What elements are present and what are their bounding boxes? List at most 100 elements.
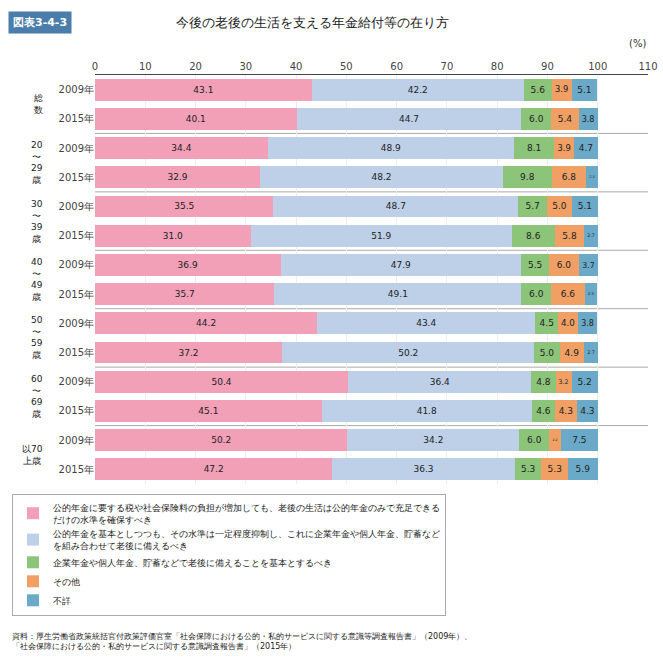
svg-text:50.2: 50.2 bbox=[211, 435, 231, 445]
svg-text:3.7: 3.7 bbox=[582, 261, 595, 270]
svg-text:6.0: 6.0 bbox=[557, 260, 572, 270]
svg-text:20: 20 bbox=[189, 61, 202, 72]
svg-text:34.2: 34.2 bbox=[423, 435, 443, 445]
svg-text:4.7: 4.7 bbox=[579, 143, 593, 153]
svg-text:2009年: 2009年 bbox=[59, 435, 94, 446]
svg-text:48.7: 48.7 bbox=[386, 201, 406, 211]
svg-text:4.3: 4.3 bbox=[580, 406, 594, 416]
svg-text:2009年: 2009年 bbox=[59, 143, 94, 154]
svg-text:47.9: 47.9 bbox=[391, 260, 411, 270]
svg-text:2.5: 2.5 bbox=[588, 291, 595, 296]
svg-text:42.2: 42.2 bbox=[408, 85, 428, 95]
svg-text:43.1: 43.1 bbox=[193, 85, 213, 95]
svg-text:2.7: 2.7 bbox=[587, 233, 595, 238]
svg-text:総数: 総数 bbox=[33, 93, 43, 115]
svg-text:5.6: 5.6 bbox=[531, 85, 546, 95]
svg-text:2009年: 2009年 bbox=[59, 201, 94, 212]
svg-text:5.2: 5.2 bbox=[577, 377, 591, 387]
svg-text:80: 80 bbox=[491, 61, 504, 72]
svg-text:5.0: 5.0 bbox=[552, 201, 567, 211]
svg-text:2009年: 2009年 bbox=[59, 259, 94, 270]
svg-text:4.8: 4.8 bbox=[536, 377, 551, 387]
svg-text:3.8: 3.8 bbox=[582, 114, 595, 124]
svg-text:36.4: 36.4 bbox=[430, 377, 450, 387]
svg-text:2015年: 2015年 bbox=[59, 172, 94, 183]
svg-text:不詳: 不詳 bbox=[53, 596, 71, 606]
svg-text:5.1: 5.1 bbox=[578, 201, 592, 211]
svg-text:5.3: 5.3 bbox=[548, 464, 562, 474]
svg-text:8.1: 8.1 bbox=[527, 143, 541, 153]
svg-text:40〜49歳: 40〜49歳 bbox=[31, 257, 43, 302]
svg-text:40.1: 40.1 bbox=[186, 114, 206, 124]
svg-text:44.2: 44.2 bbox=[196, 318, 216, 328]
svg-text:36.9: 36.9 bbox=[178, 260, 198, 270]
svg-text:5.4: 5.4 bbox=[558, 114, 573, 124]
svg-text:30〜39歳: 30〜39歳 bbox=[31, 199, 43, 244]
svg-text:(%): (%) bbox=[629, 38, 646, 49]
svg-text:9.8: 9.8 bbox=[520, 172, 535, 182]
svg-text:37.2: 37.2 bbox=[178, 348, 198, 358]
svg-text:4.0: 4.0 bbox=[561, 318, 575, 328]
svg-text:企業年金や個人年金、貯蓄などで老後に備えることを基本とするべ: 企業年金や個人年金、貯蓄などで老後に備えることを基本とするべき bbox=[53, 558, 332, 568]
svg-text:4.5: 4.5 bbox=[540, 318, 554, 328]
svg-text:3.2: 3.2 bbox=[559, 378, 569, 385]
svg-text:公的年金を基本としつつも、その水準は一定程度抑制し、これに企: 公的年金を基本としつつも、その水準は一定程度抑制し、これに企業年金や個人年金、貯… bbox=[53, 529, 440, 551]
svg-text:2009年: 2009年 bbox=[59, 318, 94, 329]
svg-text:40: 40 bbox=[290, 61, 303, 72]
svg-text:32.9: 32.9 bbox=[168, 172, 188, 182]
svg-text:41.8: 41.8 bbox=[417, 406, 437, 416]
svg-text:2015年: 2015年 bbox=[59, 347, 94, 358]
svg-text:100: 100 bbox=[588, 61, 607, 72]
svg-text:その他: その他 bbox=[53, 577, 80, 587]
svg-text:8.6: 8.6 bbox=[526, 231, 541, 241]
svg-text:70: 70 bbox=[441, 61, 454, 72]
svg-text:2.3: 2.3 bbox=[589, 175, 595, 179]
svg-text:5.1: 5.1 bbox=[577, 85, 591, 95]
svg-text:2015年: 2015年 bbox=[59, 230, 94, 241]
svg-text:50.4: 50.4 bbox=[212, 377, 232, 387]
svg-text:90: 90 bbox=[541, 61, 554, 72]
svg-text:10: 10 bbox=[139, 61, 152, 72]
svg-text:60〜69歳: 60〜69歳 bbox=[31, 374, 43, 419]
svg-text:6.0: 6.0 bbox=[529, 289, 544, 299]
svg-text:48.9: 48.9 bbox=[381, 143, 401, 153]
svg-text:公的年金に要する税や社会保険料の負担が増加しても、老後の生活: 公的年金に要する税や社会保険料の負担が増加しても、老後の生活は公的年金のみで充足… bbox=[53, 503, 440, 525]
svg-text:2.2: 2.2 bbox=[552, 438, 557, 442]
svg-text:110: 110 bbox=[638, 61, 657, 72]
svg-text:34.4: 34.4 bbox=[171, 143, 191, 153]
svg-text:4.9: 4.9 bbox=[565, 348, 580, 358]
svg-text:6.0: 6.0 bbox=[529, 114, 544, 124]
svg-text:資料：厚生労働省政策統括官付政策評価官室「社会保障における公: 資料：厚生労働省政策統括官付政策評価官室「社会保障における公的・私的サービスに関… bbox=[12, 632, 472, 651]
svg-text:5.9: 5.9 bbox=[576, 464, 591, 474]
svg-text:2009年: 2009年 bbox=[59, 376, 94, 387]
svg-text:3.8: 3.8 bbox=[581, 318, 594, 328]
svg-text:31.0: 31.0 bbox=[163, 231, 183, 241]
svg-text:7.5: 7.5 bbox=[572, 435, 586, 445]
svg-text:36.3: 36.3 bbox=[414, 464, 434, 474]
svg-text:5.3: 5.3 bbox=[521, 464, 535, 474]
svg-text:以70上歳: 以70上歳 bbox=[22, 444, 43, 466]
svg-text:5.5: 5.5 bbox=[528, 260, 542, 270]
svg-text:35.7: 35.7 bbox=[175, 289, 195, 299]
svg-text:6.0: 6.0 bbox=[527, 435, 542, 445]
svg-text:図表3-4-3: 図表3-4-3 bbox=[13, 16, 67, 29]
svg-text:50: 50 bbox=[340, 61, 353, 72]
svg-text:4.3: 4.3 bbox=[559, 406, 573, 416]
svg-text:44.7: 44.7 bbox=[399, 114, 419, 124]
svg-text:2015年: 2015年 bbox=[59, 405, 94, 416]
svg-text:3.9: 3.9 bbox=[558, 143, 571, 153]
svg-text:5.8: 5.8 bbox=[562, 231, 577, 241]
svg-text:2015年: 2015年 bbox=[59, 289, 94, 300]
svg-text:6.6: 6.6 bbox=[561, 289, 576, 299]
svg-text:51.9: 51.9 bbox=[371, 231, 391, 241]
svg-text:4.6: 4.6 bbox=[536, 406, 551, 416]
svg-text:47.2: 47.2 bbox=[204, 464, 224, 474]
svg-text:45.1: 45.1 bbox=[198, 406, 218, 416]
svg-text:2015年: 2015年 bbox=[59, 113, 94, 124]
svg-text:50〜59歳: 50〜59歳 bbox=[31, 315, 43, 360]
svg-text:3.9: 3.9 bbox=[555, 84, 568, 94]
svg-text:50.2: 50.2 bbox=[398, 348, 418, 358]
svg-text:0: 0 bbox=[92, 61, 98, 72]
svg-text:2009年: 2009年 bbox=[59, 84, 94, 95]
svg-text:49.1: 49.1 bbox=[388, 289, 408, 299]
